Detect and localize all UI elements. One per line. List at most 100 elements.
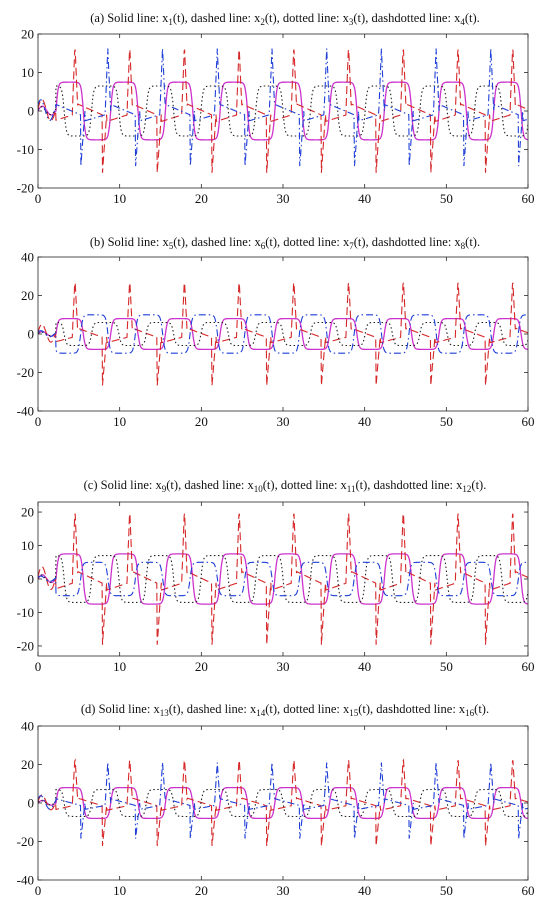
title-arg: (t),	[353, 11, 371, 25]
y-tick-label: 20	[21, 505, 34, 520]
x-tick-label: 20	[195, 659, 208, 674]
title-label: dotted line:	[283, 702, 343, 716]
x-tick-label: 60	[522, 883, 535, 898]
series-dotted	[38, 85, 528, 137]
title-arg: (t).	[474, 702, 489, 716]
x-tick-label: 0	[35, 883, 42, 898]
title-prefix: (c) Solid line:	[84, 478, 156, 492]
y-tick-label: 10	[21, 65, 34, 80]
title-var: x	[162, 11, 169, 25]
title-label: dashdotted line:	[376, 702, 459, 716]
title-label: dotted line:	[281, 478, 341, 492]
title-arg: (t).	[465, 11, 480, 25]
title-var: x	[153, 702, 160, 716]
title-var: x	[456, 478, 463, 492]
axes-box	[37, 33, 529, 189]
title-subscript: 8	[461, 241, 466, 251]
title-arg: (t),	[166, 478, 184, 492]
series-dashed	[38, 49, 528, 173]
series-solid	[38, 81, 528, 141]
title-label: dashdotted line:	[374, 478, 457, 492]
title-label: dashdotted line:	[372, 235, 455, 249]
panel-4: (d) Solid line: x13(t), dashed line: x14…	[17, 702, 535, 898]
y-tick-label: -20	[17, 365, 34, 380]
x-tick-label: 50	[440, 191, 453, 206]
title-subscript: 13	[160, 708, 170, 718]
x-tick-label: 10	[113, 659, 126, 674]
x-tick-label: 10	[113, 883, 126, 898]
title-subscript: 12	[462, 484, 471, 494]
title-arg: (t),	[354, 235, 372, 249]
x-tick-label: 20	[195, 414, 208, 429]
panel-title: (c) Solid line: x9(t), dashed line: x10(…	[84, 478, 487, 494]
y-tick-label: -20	[17, 834, 34, 849]
series-dotted	[38, 321, 528, 347]
title-label: dashed line:	[184, 478, 247, 492]
x-tick-label: 0	[35, 191, 42, 206]
x-tick-label: 50	[440, 659, 453, 674]
panel-1: (a) Solid line: x1(t), dashed line: x2(t…	[17, 11, 535, 206]
title-var: x	[343, 702, 350, 716]
series-dashdotted	[38, 314, 528, 354]
title-var: x	[162, 235, 169, 249]
title-subscript: 14	[256, 708, 266, 718]
x-tick-label: 60	[522, 659, 535, 674]
panel-3: (c) Solid line: x9(t), dashed line: x10(…	[17, 478, 535, 674]
title-subscript: 2	[260, 17, 265, 27]
x-tick-label: 0	[35, 659, 42, 674]
y-tick-label: 40	[21, 250, 34, 265]
title-arg: (t),	[358, 702, 376, 716]
title-var: x	[254, 11, 261, 25]
y-tick-label: 20	[21, 757, 34, 772]
x-tick-label: 60	[522, 414, 535, 429]
y-tick-label: 0	[28, 796, 35, 811]
title-var: x	[459, 702, 466, 716]
y-tick-label: 20	[21, 288, 34, 303]
x-tick-label: 60	[522, 191, 535, 206]
title-label: dashed line:	[191, 11, 254, 25]
title-label: dashed line:	[191, 235, 254, 249]
title-arg: (t),	[355, 478, 373, 492]
series-dashdotted	[38, 48, 528, 167]
title-var: x	[248, 478, 255, 492]
x-tick-label: 30	[277, 191, 290, 206]
title-label: dotted line:	[283, 11, 343, 25]
title-arg: (t),	[173, 235, 191, 249]
series-dashdotted	[38, 561, 528, 597]
x-tick-label: 20	[195, 883, 208, 898]
x-tick-label: 10	[113, 414, 126, 429]
title-var: x	[454, 235, 461, 249]
title-subscript: 6	[261, 241, 266, 251]
title-var: x	[341, 478, 348, 492]
title-label: dashdotted line:	[371, 11, 454, 25]
x-tick-label: 50	[440, 414, 453, 429]
title-var: x	[343, 11, 350, 25]
title-prefix: (b) Solid line:	[90, 235, 163, 249]
title-var: x	[343, 235, 350, 249]
series-solid	[38, 553, 528, 605]
title-subscript: 3	[349, 17, 354, 27]
y-tick-label: 10	[21, 538, 34, 553]
x-tick-label: 40	[358, 414, 371, 429]
title-subscript: 11	[347, 484, 356, 494]
y-tick-label: -40	[17, 873, 34, 888]
x-tick-label: 30	[277, 659, 290, 674]
panel-title: (a) Solid line: x1(t), dashed line: x2(t…	[90, 11, 480, 27]
title-arg: (t),	[265, 235, 283, 249]
series-dashed	[38, 513, 528, 645]
panel-title: (b) Solid line: x5(t), dashed line: x6(t…	[90, 235, 480, 251]
title-var: x	[156, 478, 163, 492]
title-subscript: 7	[349, 241, 354, 251]
series-dotted	[38, 788, 528, 818]
title-arg: (t),	[169, 702, 187, 716]
title-subscript: 4	[460, 17, 465, 27]
title-label: dotted line:	[283, 235, 343, 249]
y-tick-label: -40	[17, 404, 34, 419]
y-tick-label: 0	[28, 327, 35, 342]
x-tick-label: 20	[195, 191, 208, 206]
title-arg: (t).	[471, 478, 486, 492]
x-tick-label: 50	[440, 883, 453, 898]
title-prefix: (a) Solid line:	[90, 11, 162, 25]
title-arg: (t),	[265, 702, 283, 716]
